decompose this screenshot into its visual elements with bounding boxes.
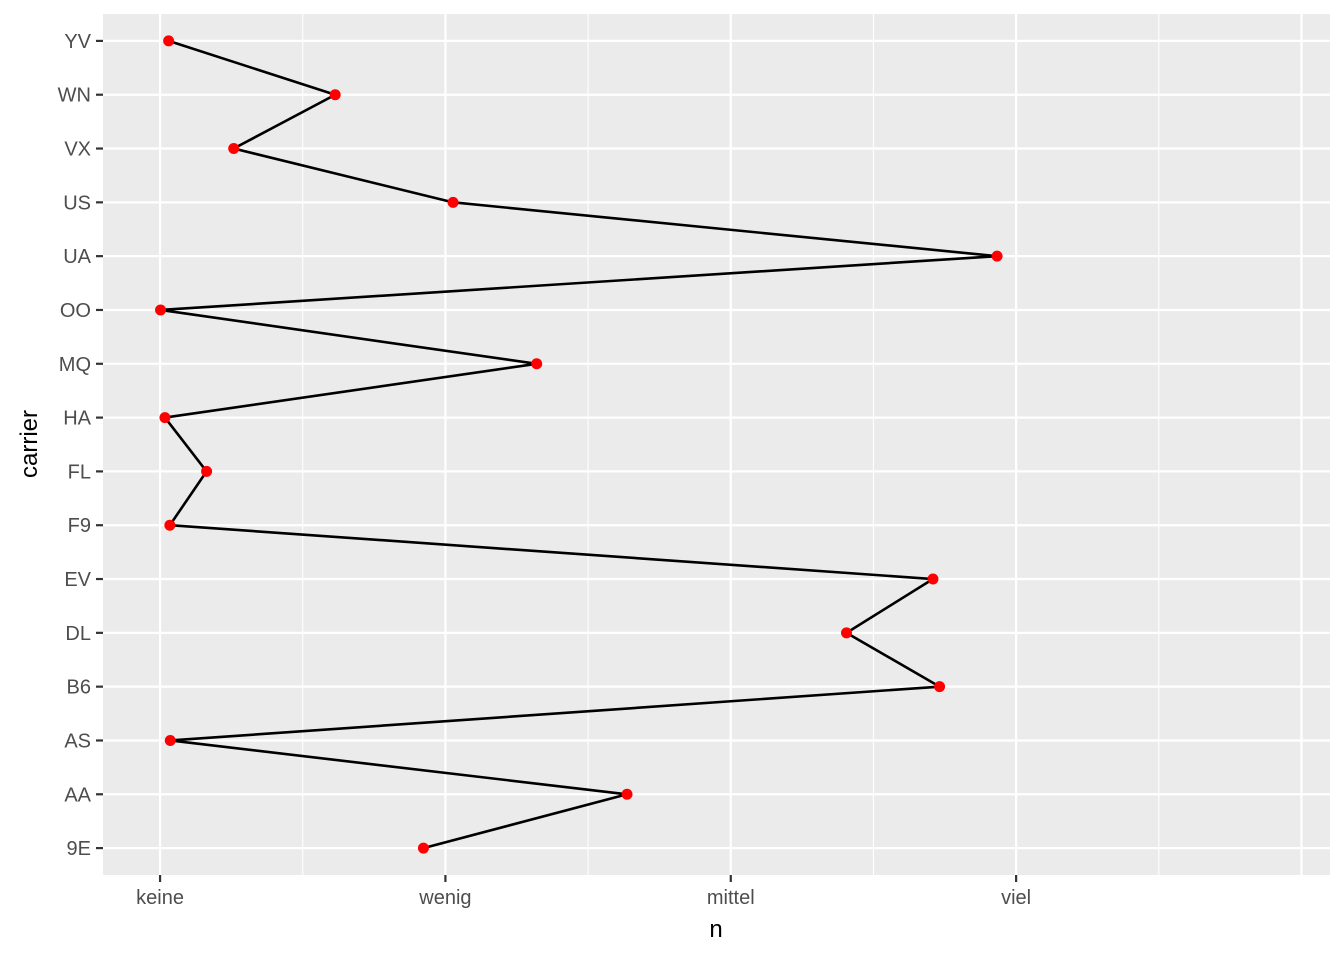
data-point — [447, 196, 459, 208]
data-point — [991, 250, 1003, 262]
major-gridlines — [103, 14, 1330, 875]
x-tick-label: wenig — [418, 887, 471, 909]
y-tick-label: FL — [68, 461, 91, 483]
data-series — [155, 35, 1003, 854]
y-tick-label: AS — [64, 730, 91, 752]
x-tick-label: mittel — [707, 887, 755, 909]
y-tick-label: OO — [60, 300, 91, 322]
y-tick-label: YV — [64, 31, 91, 53]
data-point — [163, 35, 175, 47]
data-point — [621, 788, 633, 800]
data-point — [164, 734, 176, 746]
y-axis: 9E AA AS B6 DL EV F9 FL HA MQ OO UA US VX WN YV — [58, 31, 103, 860]
x-tick-label: viel — [1001, 887, 1031, 909]
x-axis-title: n — [709, 916, 722, 943]
plot-panel — [103, 14, 1330, 875]
series-line — [159, 39, 999, 850]
y-tick-label: AA — [64, 784, 91, 806]
y-tick-label: F9 — [68, 515, 91, 537]
data-point — [417, 842, 429, 854]
y-tick-label: EV — [64, 569, 91, 591]
data-point — [840, 627, 852, 639]
x-axis: keine wenig mittel viel — [136, 875, 1031, 909]
data-point — [159, 412, 171, 424]
y-tick-label: VX — [64, 139, 91, 161]
x-tick-label: keine — [136, 887, 184, 909]
data-point — [164, 519, 176, 531]
y-tick-label: DL — [65, 623, 91, 645]
data-point — [201, 465, 213, 477]
y-tick-label: UA — [63, 246, 91, 268]
y-tick-label: WN — [58, 85, 91, 107]
y-tick-label: HA — [63, 408, 91, 430]
y-tick-label: B6 — [67, 677, 91, 699]
y-tick-label: US — [63, 192, 91, 214]
data-point — [329, 89, 341, 101]
data-point — [934, 681, 946, 693]
data-point — [531, 358, 543, 370]
data-point — [155, 304, 167, 316]
y-axis-title: carrier — [16, 410, 43, 478]
y-tick-label: MQ — [59, 354, 91, 376]
y-tick-label: 9E — [67, 838, 91, 860]
data-point — [228, 143, 240, 155]
data-point — [927, 573, 939, 585]
